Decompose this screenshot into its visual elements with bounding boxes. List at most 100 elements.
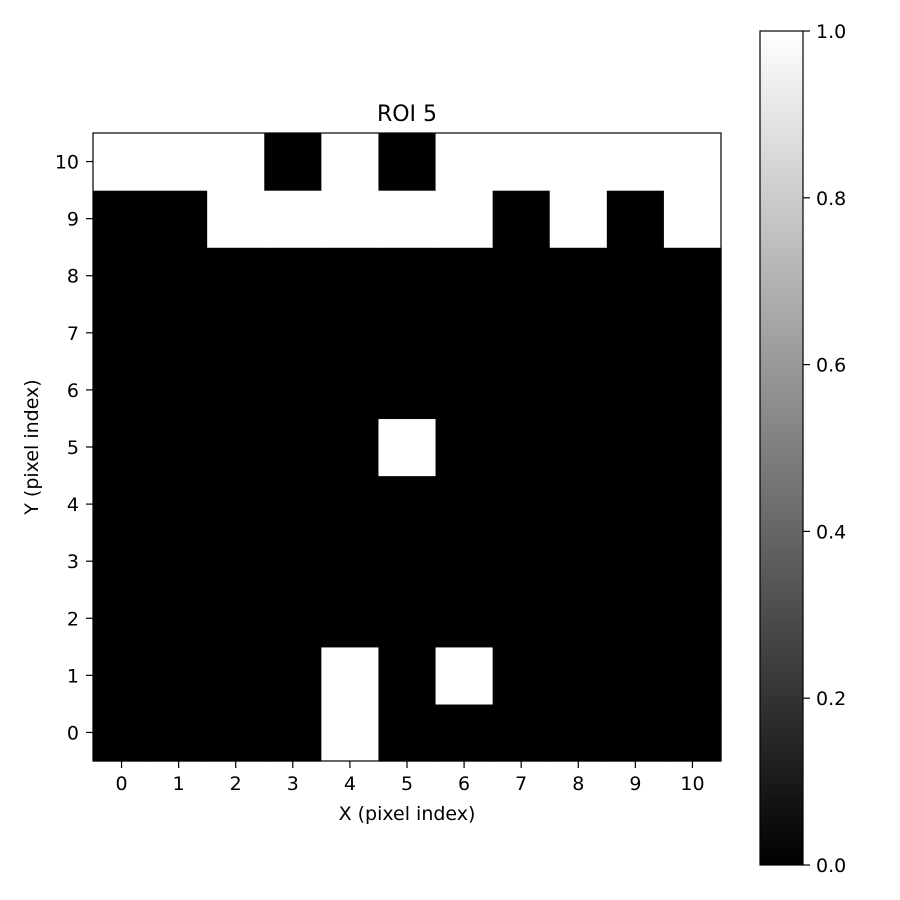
heatmap-cell	[93, 589, 151, 648]
heatmap-cell	[207, 589, 265, 648]
colorbar-gradient	[759, 30, 804, 866]
x-tick-label: 9	[629, 773, 641, 795]
y-tick-label: 10	[55, 152, 79, 174]
heatmap-cell	[264, 703, 322, 762]
y-tick-label: 1	[67, 665, 79, 687]
heatmap-cell	[435, 589, 494, 648]
heatmap-cell	[321, 703, 380, 762]
heatmap-cell	[492, 304, 551, 362]
heatmap-cell	[549, 703, 608, 762]
heatmap-cell	[492, 190, 551, 248]
x-axis-label: X (pixel index)	[339, 803, 476, 825]
y-tick-label: 4	[67, 494, 79, 516]
chart-title: ROI 5	[377, 102, 437, 127]
colorbar: 0.0 0.2 0.4 0.6 0.8 1.0	[759, 21, 846, 877]
heatmap-cell	[264, 646, 322, 705]
heatmap-cell	[492, 247, 551, 305]
heatmap-cell	[549, 646, 608, 705]
heatmap-cell	[435, 646, 494, 705]
heatmap-cell	[606, 703, 665, 762]
heatmap-cell	[264, 361, 322, 420]
heatmap-cell	[606, 589, 665, 648]
heatmap-cell	[264, 304, 322, 362]
heatmap-cell	[435, 133, 494, 191]
heatmap-cell	[321, 646, 380, 705]
x-tick-label: 10	[680, 773, 704, 795]
heatmap-cell	[264, 532, 322, 591]
heatmap-cell	[93, 133, 151, 191]
heatmap-cell	[150, 532, 208, 591]
heatmap-cell	[150, 418, 208, 477]
heatmap-cell	[549, 247, 608, 305]
heatmap-cell	[378, 133, 437, 191]
heatmap-cell	[663, 304, 722, 362]
y-tick-label: 7	[67, 323, 79, 345]
heatmap-cell	[207, 361, 265, 420]
heatmap-cell	[150, 304, 208, 362]
y-tick-label: 0	[67, 722, 79, 744]
colorbar-tick-label: 0.8	[816, 188, 846, 210]
colorbar-ticks: 0.0 0.2 0.4 0.6 0.8 1.0	[803, 21, 846, 877]
heatmap-cell	[606, 247, 665, 305]
heatmap-cell	[435, 703, 494, 762]
colorbar-tick-label: 1.0	[816, 21, 846, 43]
heatmap-cell	[435, 304, 494, 362]
heatmap-cell	[207, 532, 265, 591]
heatmap-cell	[378, 703, 437, 762]
x-tick-label: 3	[287, 773, 299, 795]
y-tick-label: 6	[67, 380, 79, 402]
heatmap-cell	[150, 703, 208, 762]
y-tick-label: 2	[67, 608, 79, 630]
heatmap-cells	[93, 133, 722, 762]
x-tick-label: 7	[515, 773, 527, 795]
heatmap-cell	[606, 646, 665, 705]
heatmap-cell	[321, 190, 380, 248]
heatmap-cell	[150, 190, 208, 248]
heatmap-cell	[321, 532, 380, 591]
heatmap-cell	[435, 190, 494, 248]
heatmap-cell	[663, 190, 722, 248]
heatmap-cell	[150, 646, 208, 705]
heatmap-cell	[93, 190, 151, 248]
heatmap-cell	[606, 475, 665, 534]
heatmap-cell	[93, 361, 151, 420]
x-tick-label: 4	[344, 773, 356, 795]
heatmap-cell	[663, 361, 722, 420]
heatmap-cell	[663, 646, 722, 705]
heatmap-cell	[264, 190, 322, 248]
heatmap-cell	[207, 418, 265, 477]
heatmap-cell	[549, 190, 608, 248]
heatmap-cell	[549, 361, 608, 420]
x-tick-label: 1	[173, 773, 185, 795]
heatmap-cell	[663, 247, 722, 305]
plot-frame	[92, 132, 722, 762]
heatmap-cell	[492, 475, 551, 534]
heatmap-cell	[378, 418, 437, 477]
heatmap-cell	[150, 247, 208, 305]
heatmap-cell	[321, 361, 380, 420]
heatmap-cell	[435, 418, 494, 477]
x-tick-label: 8	[572, 773, 584, 795]
heatmap-cell	[549, 475, 608, 534]
heatmap-cell	[378, 475, 437, 534]
heatmap-cell	[663, 133, 722, 191]
heatmap-cell	[150, 589, 208, 648]
heatmap-cell	[378, 646, 437, 705]
heatmap-cell	[663, 703, 722, 762]
heatmap-cell	[606, 133, 665, 191]
heatmap-cell	[606, 532, 665, 591]
colorbar-tick-label: 0.2	[816, 688, 846, 710]
heatmap-cell	[93, 475, 151, 534]
heatmap-cell	[321, 304, 380, 362]
heatmap-cell	[378, 589, 437, 648]
heatmap-cell	[435, 247, 494, 305]
heatmap-cell	[150, 475, 208, 534]
heatmap-cell	[264, 133, 322, 191]
x-tick-label: 2	[230, 773, 242, 795]
heatmap-cell	[93, 304, 151, 362]
heatmap-cell	[435, 532, 494, 591]
heatmap-cell	[549, 589, 608, 648]
y-tick-label: 9	[67, 209, 79, 231]
heatmap-cell	[549, 532, 608, 591]
